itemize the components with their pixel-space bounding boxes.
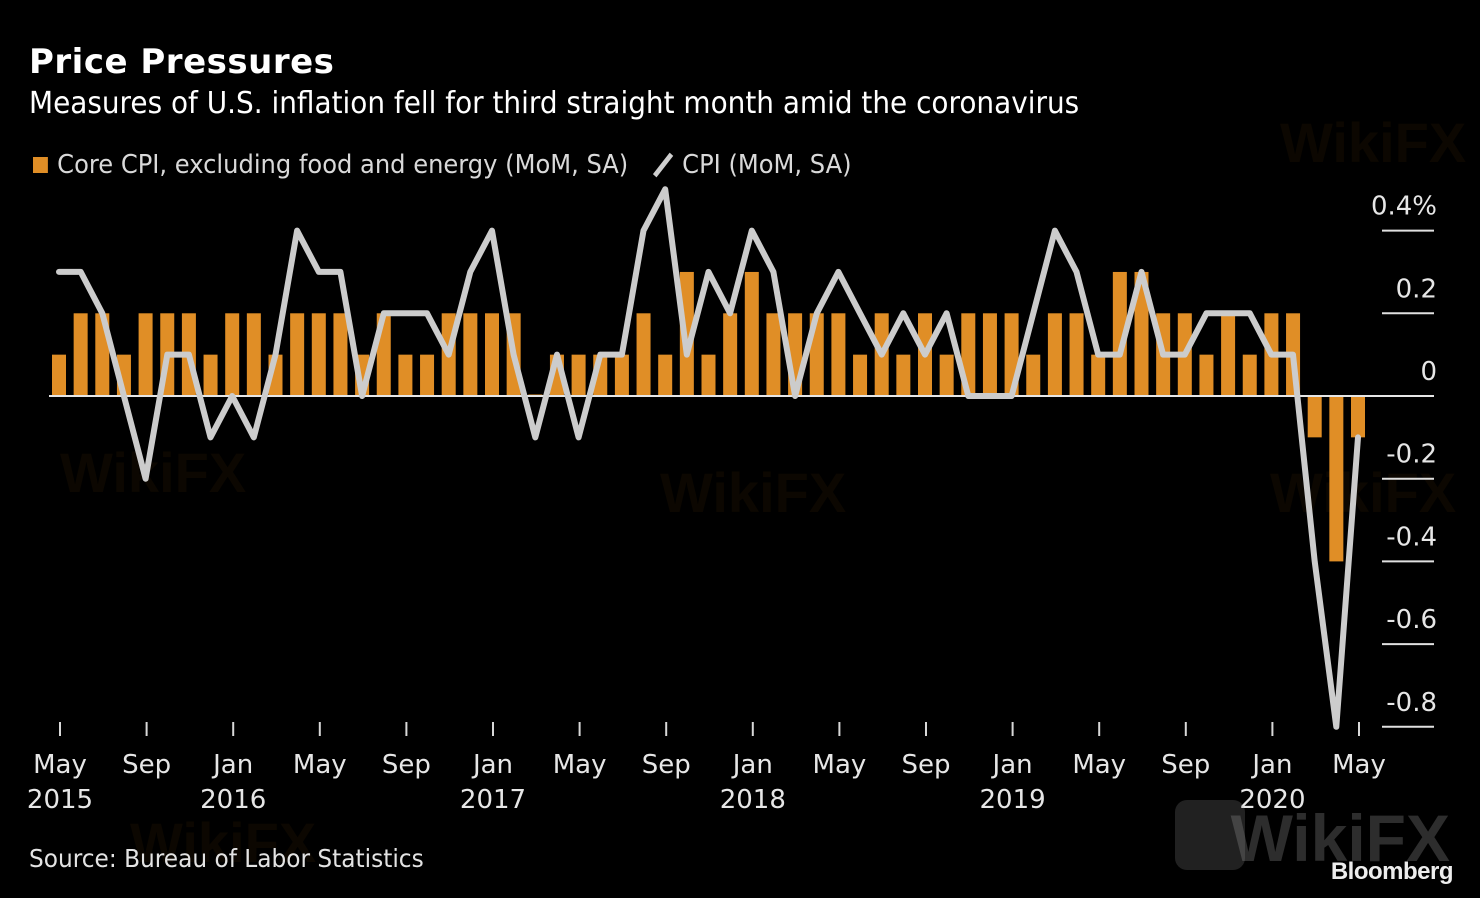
x-tick-month-label: Sep xyxy=(382,750,431,780)
core-cpi-bar xyxy=(311,313,326,396)
core-cpi-bar xyxy=(658,354,673,396)
core-cpi-bar xyxy=(1242,354,1257,396)
core-cpi-bar xyxy=(290,313,305,396)
x-tick-month-label: Sep xyxy=(901,750,950,780)
core-cpi-bar xyxy=(485,313,499,396)
y-tick-label: -0.6 xyxy=(1386,605,1437,635)
core-cpi-bar xyxy=(73,313,88,396)
y-tick-label: -0.2 xyxy=(1386,440,1437,470)
x-tick-month-label: May xyxy=(1332,750,1386,780)
legend-core-cpi-label: Core CPI, excluding food and energy (MoM… xyxy=(57,150,629,180)
core-cpi-bar xyxy=(744,271,759,396)
core-cpi-bar xyxy=(1047,313,1062,396)
core-cpi-bar xyxy=(701,354,716,396)
core-cpi-bar xyxy=(853,354,868,396)
core-cpi-bar xyxy=(723,313,738,396)
core-cpi-bar xyxy=(1329,396,1344,562)
x-tick-month-label: May xyxy=(33,750,87,780)
x-tick-month-label: May xyxy=(813,750,867,780)
x-tick-month-label: May xyxy=(293,750,347,780)
core-cpi-bar xyxy=(203,354,218,396)
core-cpi-bar xyxy=(1221,313,1236,396)
core-cpi-bar xyxy=(571,354,586,396)
core-cpi-bar xyxy=(138,313,153,396)
x-tick-year-label: 2017 xyxy=(460,785,526,815)
x-tick-month-label: Jan xyxy=(731,750,773,780)
legend-cpi-label: CPI (MoM, SA) xyxy=(682,150,852,180)
y-tick-label: -0.8 xyxy=(1386,688,1437,718)
core-cpi-bar xyxy=(463,313,478,396)
core-cpi-bar xyxy=(333,313,348,396)
core-cpi-bar xyxy=(1026,354,1041,396)
x-tick-month-label: May xyxy=(1072,750,1126,780)
legend-bar-swatch-icon xyxy=(33,157,48,173)
core-cpi-bar xyxy=(1091,354,1106,396)
x-tick-year-label: 2020 xyxy=(1239,785,1305,815)
core-cpi-bar xyxy=(398,354,413,396)
core-cpi-bar xyxy=(766,313,781,396)
core-cpi-bar xyxy=(1199,354,1214,396)
x-tick-month-label: Jan xyxy=(211,750,253,780)
x-tick-month-label: Jan xyxy=(1250,750,1292,780)
core-cpi-bar xyxy=(636,313,651,396)
x-tick-month-label: Jan xyxy=(471,750,513,780)
y-tick-label: 0 xyxy=(1420,357,1437,387)
core-cpi-bar xyxy=(1307,396,1322,438)
core-cpi-bar xyxy=(939,354,954,396)
y-tick-label: -0.4 xyxy=(1386,522,1437,552)
x-tick-month-label: May xyxy=(553,750,607,780)
watermark-logo-icon xyxy=(1175,800,1245,870)
source-note: Source: Bureau of Labor Statistics xyxy=(29,844,424,873)
x-tick-year-label: 2016 xyxy=(200,785,266,815)
chart-title: Price Pressures xyxy=(29,42,335,82)
core-cpi-bar xyxy=(614,354,629,396)
y-tick-label: 0.4% xyxy=(1371,192,1437,222)
x-tick-month-label: Sep xyxy=(642,750,691,780)
core-cpi-bar xyxy=(896,354,911,396)
cpi-line xyxy=(56,186,1361,730)
x-tick-month-label: Sep xyxy=(122,750,171,780)
x-tick-year-label: 2018 xyxy=(720,785,786,815)
x-tick-month-label: Sep xyxy=(1161,750,1210,780)
x-tick-year-label: 2019 xyxy=(980,785,1046,815)
x-tick-month-label: Jan xyxy=(991,750,1033,780)
x-tick-year-label: 2015 xyxy=(27,785,93,815)
core-cpi-bar xyxy=(52,354,66,396)
core-cpi-bar xyxy=(831,313,846,396)
core-cpi-bar xyxy=(982,313,997,396)
chart-legend: Core CPI, excluding food and energy (MoM… xyxy=(33,150,852,180)
core-cpi-bar xyxy=(225,313,240,396)
chart-subtitle: Measures of U.S. inflation fell for thir… xyxy=(29,86,1080,121)
core-cpi-bar xyxy=(1351,396,1365,438)
y-tick-label: 0.2 xyxy=(1396,274,1437,304)
watermark-main: WikiFX xyxy=(1230,801,1450,875)
core-cpi-bar xyxy=(246,313,261,396)
bloomberg-logo: Bloomberg xyxy=(1330,858,1454,885)
core-cpi-bar xyxy=(1112,271,1127,396)
core-cpi-bar xyxy=(1134,271,1149,396)
core-cpi-bar xyxy=(1069,313,1084,396)
core-cpi-bar xyxy=(420,354,435,396)
